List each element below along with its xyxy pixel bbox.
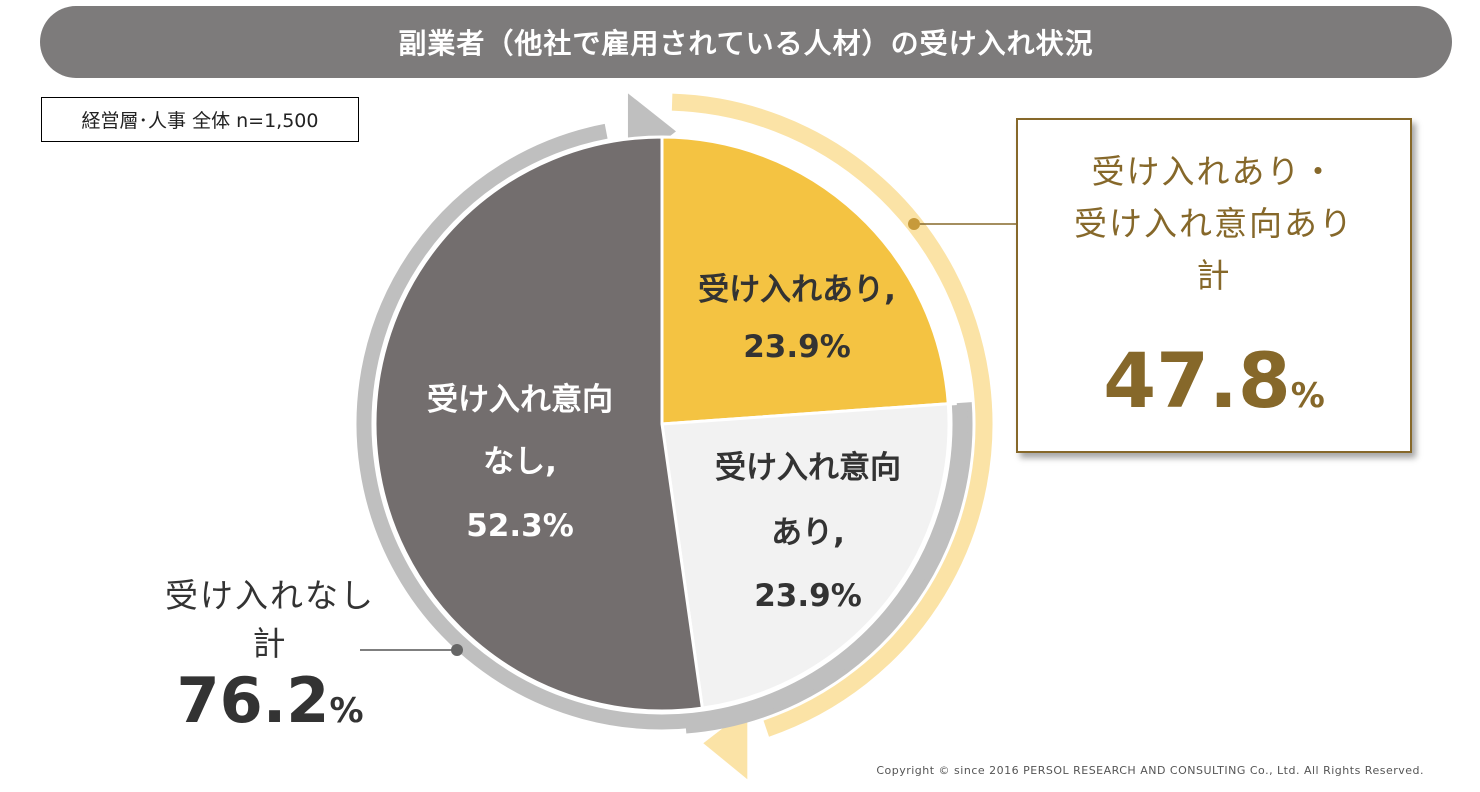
group-arc-accepting	[671, 93, 993, 737]
slice-label-2-line2: あり,	[771, 515, 845, 551]
copyright-notice: Copyright © since 2016 PERSOL RESEARCH A…	[876, 764, 1424, 777]
left-label-line2: 計	[252, 624, 288, 663]
leader-dot-not-accepting	[451, 644, 463, 656]
callout-label-line1: 受け入れあり・	[1091, 152, 1337, 191]
pie-slices-layer	[373, 135, 951, 713]
callout-value-unit: %	[1290, 376, 1325, 416]
callout-accepting-total: 受け入れあり・ 受け入れ意向あり 計 47.8%	[1016, 118, 1412, 453]
pie-slice-1	[660, 135, 950, 426]
left-label-line1: 受け入れなし	[165, 576, 375, 615]
callout-label: 受け入れあり・ 受け入れ意向あり 計	[1018, 146, 1410, 302]
page-title: 副業者（他社で雇用されている人材）の受け入れ状況	[40, 6, 1452, 78]
slice-label-2-line3: 23.9%	[754, 578, 862, 614]
slice-label-1-line2: 23.9%	[743, 329, 851, 365]
callout-not-accepting-label: 受け入れなし 計	[150, 572, 390, 668]
leader-dot-accepting	[908, 218, 920, 230]
slice-label-1-line1: 受け入れあり,	[698, 272, 896, 308]
arrowhead-accepting	[703, 709, 748, 780]
left-value-number: 76.2	[176, 664, 330, 737]
slice-label-3-line2: なし,	[483, 444, 557, 480]
sample-size-note: 経営層･人事 全体 n=1,500	[41, 97, 359, 142]
left-value-unit: %	[329, 691, 364, 731]
callout-value: 47.8%	[1018, 336, 1410, 425]
group-arc-not-accepting	[356, 123, 968, 730]
slice-label-3-line3: 52.3%	[466, 508, 574, 544]
callout-value-number: 47.8	[1103, 336, 1291, 425]
slice-label-3-line1: 受け入れ意向	[427, 382, 613, 418]
pie-slice-2	[660, 402, 951, 710]
pie-slice-3	[373, 135, 705, 713]
slice-label-2-line1: 受け入れ意向	[715, 450, 901, 486]
callout-not-accepting-value: 76.2%	[150, 664, 390, 737]
callout-label-line2: 受け入れ意向あり	[1074, 204, 1354, 243]
leader-lines-layer	[360, 218, 1016, 656]
callout-label-line3: 計	[1196, 256, 1232, 295]
